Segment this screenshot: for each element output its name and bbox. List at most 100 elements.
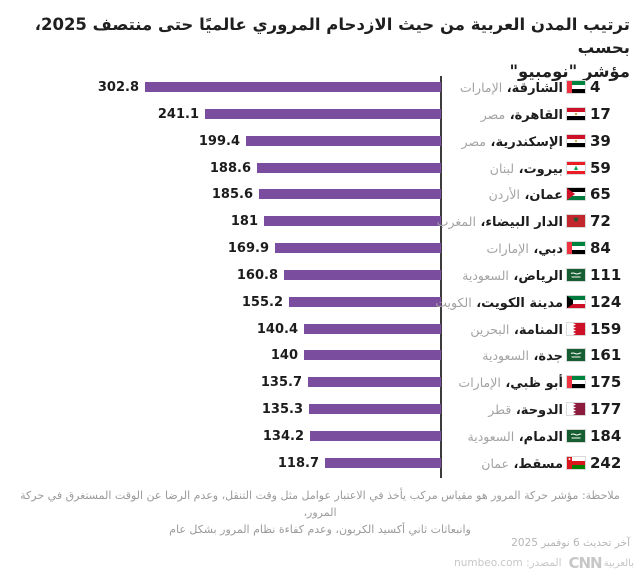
chart-row: 155.2 مدينة الكويت، الكويت 124 <box>0 289 640 316</box>
axis-line <box>440 76 442 478</box>
city-country-label: الإسكندرية، مصر <box>462 134 563 150</box>
cnn-arabic-logo: بالعربية CNN <box>568 554 634 572</box>
city-name: الإسكندرية، <box>485 134 564 150</box>
cnn-logo-text: CNN <box>568 554 602 572</box>
flag-icon-saudi <box>566 267 586 282</box>
flag-icon-egypt <box>566 106 586 121</box>
flag-icon-uae <box>566 241 586 256</box>
chart-row: 181 الدار البيضاء، المغرب 72 <box>0 208 640 235</box>
country-name: مصر <box>461 133 486 149</box>
bar-value-label: 185.6 <box>211 187 253 203</box>
traffic-index-bar <box>310 430 441 441</box>
city-name: الدار البيضاء، <box>475 215 563 231</box>
city-country-label: الدوحة، قطر <box>488 402 563 418</box>
country-name: مصر <box>480 106 506 122</box>
flag-icon-saudi <box>566 428 586 443</box>
city-country-label: مسقط، عمان <box>481 456 563 472</box>
chart-row: 135.3 الدوحة، قطر 177 <box>0 396 640 423</box>
chart-row: 241.1 القاهرة، مصر 17 <box>0 101 640 128</box>
city-country-label: الدمام، السعودية <box>468 429 563 445</box>
flag-icon-qatar <box>566 402 586 417</box>
traffic-index-bar <box>259 189 441 200</box>
chart-row: 134.2 الدمام، السعودية 184 <box>0 423 640 450</box>
rank-label: 111 <box>590 265 622 284</box>
flag-icon-egypt <box>566 133 586 148</box>
bar-value-label: 135.3 <box>261 402 303 418</box>
bar-value-label: 181 <box>230 214 258 230</box>
country-name: السعودية <box>467 428 515 444</box>
city-name: دبي، <box>528 242 563 258</box>
traffic-index-bar <box>275 243 441 254</box>
city-name: القاهرة، <box>505 107 563 123</box>
bar-value-label: 140.4 <box>256 321 298 337</box>
chart-row: 169.9 دبي، الإمارات 84 <box>0 235 640 262</box>
chart-row: 302.8 الشارقة، الإمارات 4 <box>0 74 640 101</box>
flag-icon-jordan <box>566 187 586 202</box>
city-country-label: دبي، الإمارات <box>486 241 563 257</box>
bar-value-label: 188.6 <box>209 160 251 176</box>
city-country-label: القاهرة، مصر <box>481 107 563 123</box>
city-name: المنامة، <box>509 322 563 338</box>
bar-value-label: 134.2 <box>262 428 304 444</box>
rank-label: 242 <box>590 453 622 472</box>
source-label: المصدر: numbeo.com <box>454 557 562 569</box>
chart-row: 185.6 عمان، الأردن 65 <box>0 181 640 208</box>
rank-label: 59 <box>590 158 611 177</box>
bar-value-label: 160.8 <box>236 267 278 283</box>
chart-row: 140.4 المنامة، البحرين 159 <box>0 316 640 343</box>
rank-label: 184 <box>590 426 622 445</box>
country-name: الإمارات <box>459 80 503 95</box>
bar-value-label: 155.2 <box>241 294 283 310</box>
rank-label: 39 <box>590 131 611 150</box>
chart-row: 140 جدة، السعودية 161 <box>0 342 640 369</box>
bar-value-label: 118.7 <box>277 455 319 471</box>
bar-value-label: 140 <box>270 348 298 364</box>
city-name: مسقط، <box>508 456 563 472</box>
traffic-index-bar <box>304 323 441 334</box>
rank-label: 177 <box>590 400 622 419</box>
chart-row: 118.7 مسقط، عمان 242 <box>0 450 640 477</box>
rank-label: 159 <box>590 319 622 338</box>
traffic-index-bar <box>145 82 441 92</box>
country-name: السعودية <box>462 267 509 283</box>
flag-icon-uae <box>566 375 586 390</box>
city-name: الدمام، <box>514 429 563 445</box>
rank-label: 175 <box>590 373 622 392</box>
flag-icon-morocco <box>566 214 586 229</box>
country-name: قطر <box>488 402 512 418</box>
bar-value-label: 135.7 <box>260 375 302 391</box>
country-name: الإمارات <box>486 241 529 257</box>
city-country-label: مدينة الكويت، الكويت <box>435 295 563 311</box>
chart-footnote: ملاحظة: مؤشر حركة المرور هو مقياس مركب ي… <box>20 489 620 537</box>
country-name: المغرب <box>436 214 476 230</box>
city-country-label: أبو ظبي، الإمارات <box>458 375 563 391</box>
country-name: عمان <box>481 455 509 471</box>
bar-value-label: 169.9 <box>227 241 269 257</box>
chart-row: 188.6 بيروت، لبنان 59 <box>0 155 640 182</box>
rank-label: 84 <box>590 239 611 258</box>
flag-icon-uae <box>566 80 586 94</box>
city-name: بيروت، <box>514 161 563 177</box>
bar-value-label: 302.8 <box>97 80 139 95</box>
rank-label: 124 <box>590 292 622 311</box>
city-name: الدوحة، <box>511 403 563 419</box>
bar-chart: 302.8 الشارقة، الإمارات 4 241.1 القاهرة،… <box>0 74 640 477</box>
bar-value-label: 241.1 <box>157 106 199 122</box>
city-country-label: الرياض، السعودية <box>462 268 563 284</box>
city-name: مدينة الكويت، <box>471 295 563 311</box>
country-name: الإمارات <box>458 375 501 391</box>
traffic-index-bar <box>246 135 441 146</box>
traffic-index-bar <box>205 108 441 119</box>
rank-label: 4 <box>590 78 601 96</box>
traffic-index-bar <box>264 216 441 227</box>
bar-value-label: 199.4 <box>198 133 240 149</box>
country-name: البحرين <box>470 321 510 337</box>
traffic-index-bar <box>309 404 441 415</box>
city-country-label: الدار البيضاء، المغرب <box>437 214 563 230</box>
country-name: الكويت <box>435 294 472 310</box>
city-country-label: بيروت، لبنان <box>490 161 563 177</box>
city-country-label: الشارقة، الإمارات <box>460 80 563 96</box>
city-name: الرياض، <box>508 268 563 284</box>
traffic-index-bar <box>257 162 441 173</box>
